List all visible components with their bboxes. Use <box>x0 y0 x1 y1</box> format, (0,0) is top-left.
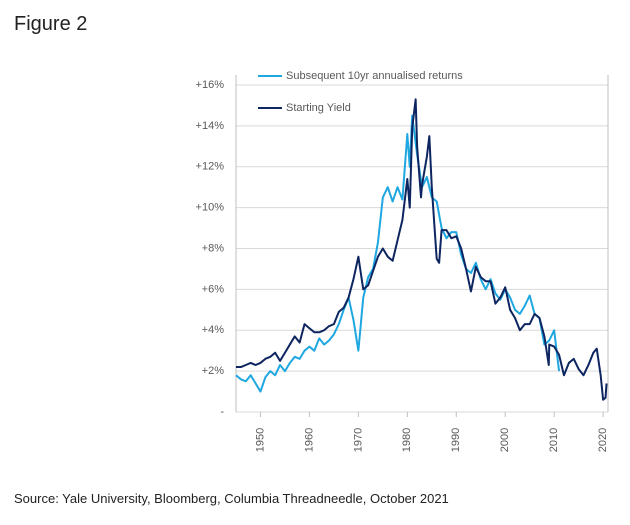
x-tick-label: 1970 <box>352 428 364 452</box>
x-tick-label: 1950 <box>254 428 266 452</box>
y-tick-label: +10% <box>196 202 225 214</box>
x-tick-label: 2010 <box>548 428 560 452</box>
series-line <box>236 98 608 401</box>
x-tick-label: 2000 <box>499 428 511 452</box>
x-tick-label: 1990 <box>450 428 462 452</box>
source-note: Source: Yale University, Bloomberg, Colu… <box>14 491 449 506</box>
legend-label: Subsequent 10yr annualised returns <box>286 70 463 82</box>
series-line <box>235 114 561 393</box>
y-tick-label: +6% <box>202 283 225 295</box>
y-tick-label: +2% <box>202 365 225 377</box>
y-tick-label: +4% <box>202 324 225 336</box>
chart-title: Figure 2 <box>14 13 87 35</box>
legend-label: Starting Yield <box>286 102 351 114</box>
y-tick-label: +8% <box>202 242 225 254</box>
y-tick-label: - <box>220 406 224 418</box>
y-tick-label: +12% <box>196 161 225 173</box>
x-tick-label: 2020 <box>597 428 609 452</box>
x-tick-label: 1960 <box>303 428 315 452</box>
y-tick-label: +14% <box>196 120 225 132</box>
y-tick-label: +16% <box>196 79 225 91</box>
x-tick-label: 1980 <box>401 428 413 452</box>
